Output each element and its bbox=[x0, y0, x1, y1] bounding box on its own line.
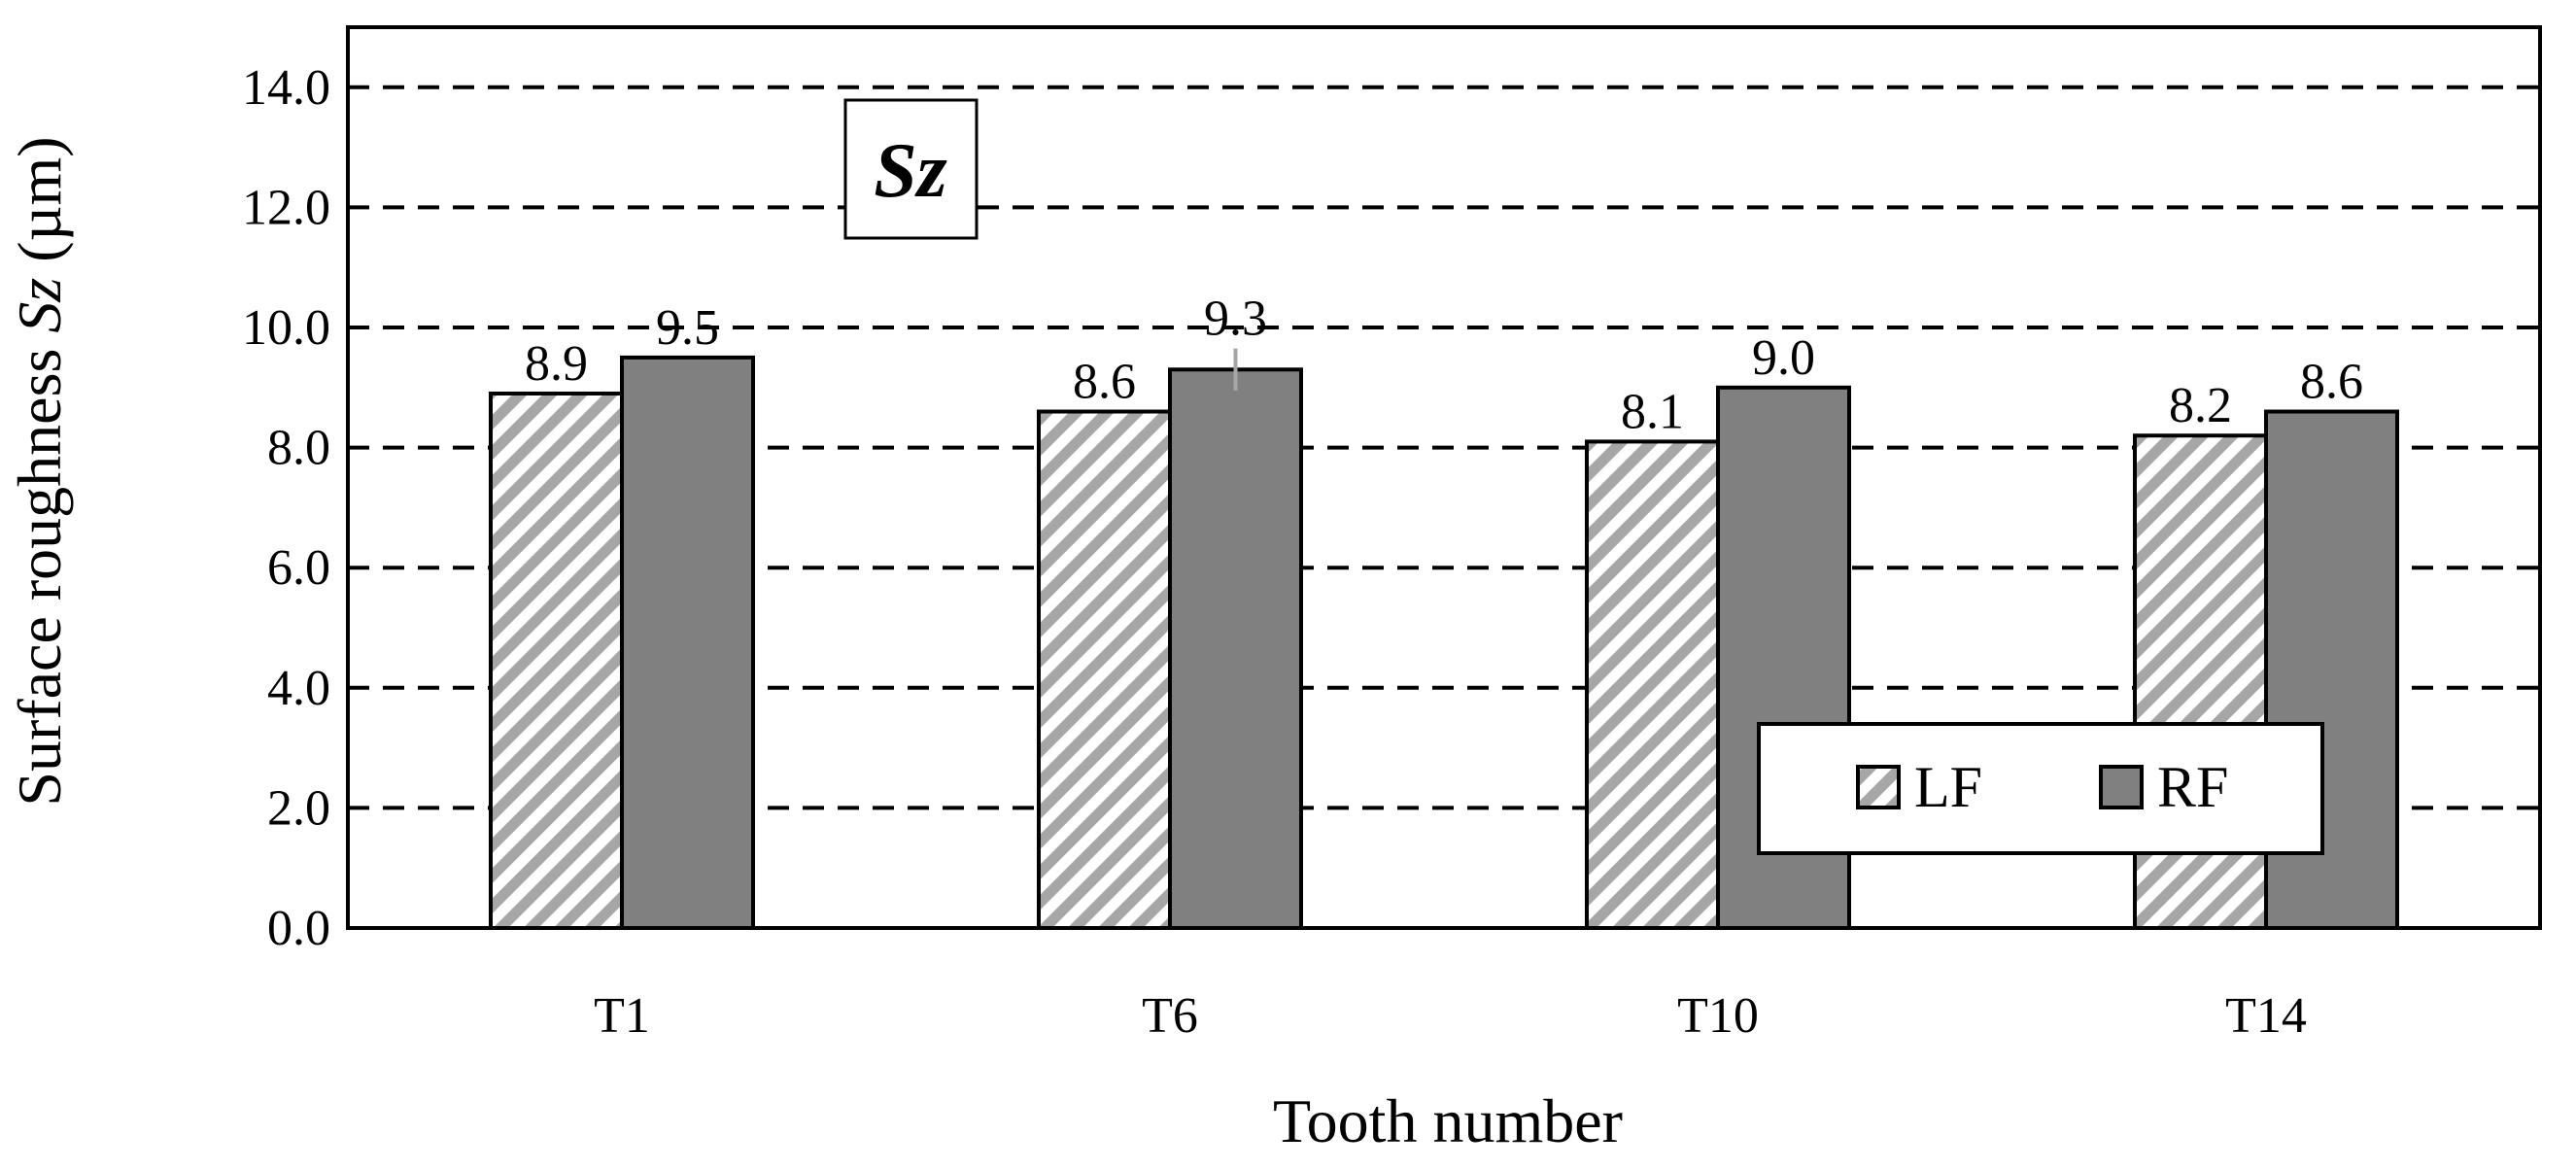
y-tick-label: 0.0 bbox=[267, 901, 330, 956]
y-tick-label: 6.0 bbox=[267, 540, 330, 596]
plot-frame bbox=[346, 25, 2542, 930]
x-tick-label: T6 bbox=[1142, 988, 1198, 1044]
y-tick-label: 10.0 bbox=[242, 300, 330, 356]
data-label-lf: 8.9 bbox=[525, 336, 588, 392]
y-axis-title-symbol: Sz bbox=[5, 278, 74, 333]
x-axis-title: Tooth number bbox=[1273, 1086, 1623, 1155]
legend-label-lf: LF bbox=[1914, 755, 1982, 819]
bar-lf-t10 bbox=[1585, 439, 1720, 930]
data-label-lf: 8.1 bbox=[1621, 384, 1684, 439]
data-label-rf: 9.3 bbox=[1204, 292, 1267, 347]
y-axis-title: Surface roughness Sz (µm) bbox=[5, 136, 74, 806]
bar-rf-t6 bbox=[1168, 367, 1303, 930]
y-axis-title-prefix: Surface roughness bbox=[5, 333, 74, 807]
data-label-lf: 8.2 bbox=[2169, 378, 2232, 433]
data-labels: 8.9 9.5 8.6 9.3 8.1 9.0 8.2 8.6 bbox=[525, 292, 2363, 440]
y-tick-label: 4.0 bbox=[267, 661, 330, 716]
y-tick-label: 12.0 bbox=[242, 180, 330, 235]
annotation-label: Sz bbox=[874, 128, 947, 214]
data-label-rf: 9.5 bbox=[656, 300, 719, 356]
annotation-box: Sz bbox=[843, 98, 979, 240]
y-tick-label: 8.0 bbox=[267, 421, 330, 476]
legend: LF RF bbox=[1757, 722, 2324, 855]
data-label-lf: 8.6 bbox=[1073, 355, 1136, 410]
bars bbox=[489, 348, 2399, 931]
legend-swatch-rf bbox=[2099, 765, 2144, 809]
data-label-rf: 8.6 bbox=[2300, 355, 2363, 410]
bar-lf-t1 bbox=[489, 391, 624, 931]
legend-label-rf: RF bbox=[2157, 755, 2228, 819]
axes: 0.0 2.0 4.0 6.0 8.0 10.0 12.0 14.0 T1 T6 T10 T14 bbox=[242, 25, 2542, 1044]
y-axis-title-suffix: (µm) bbox=[5, 136, 74, 277]
x-tick-label: T14 bbox=[2225, 988, 2307, 1044]
y-tick-label: 2.0 bbox=[267, 780, 330, 836]
legend-swatch-lf bbox=[1856, 765, 1901, 809]
y-tick-label: 14.0 bbox=[242, 60, 330, 116]
bar-rf-t1 bbox=[620, 355, 755, 930]
x-tick-label: T10 bbox=[1677, 988, 1759, 1044]
bar-lf-t6 bbox=[1037, 409, 1172, 930]
data-label-rf: 9.0 bbox=[1752, 330, 1815, 386]
x-tick-label: T1 bbox=[594, 988, 650, 1044]
